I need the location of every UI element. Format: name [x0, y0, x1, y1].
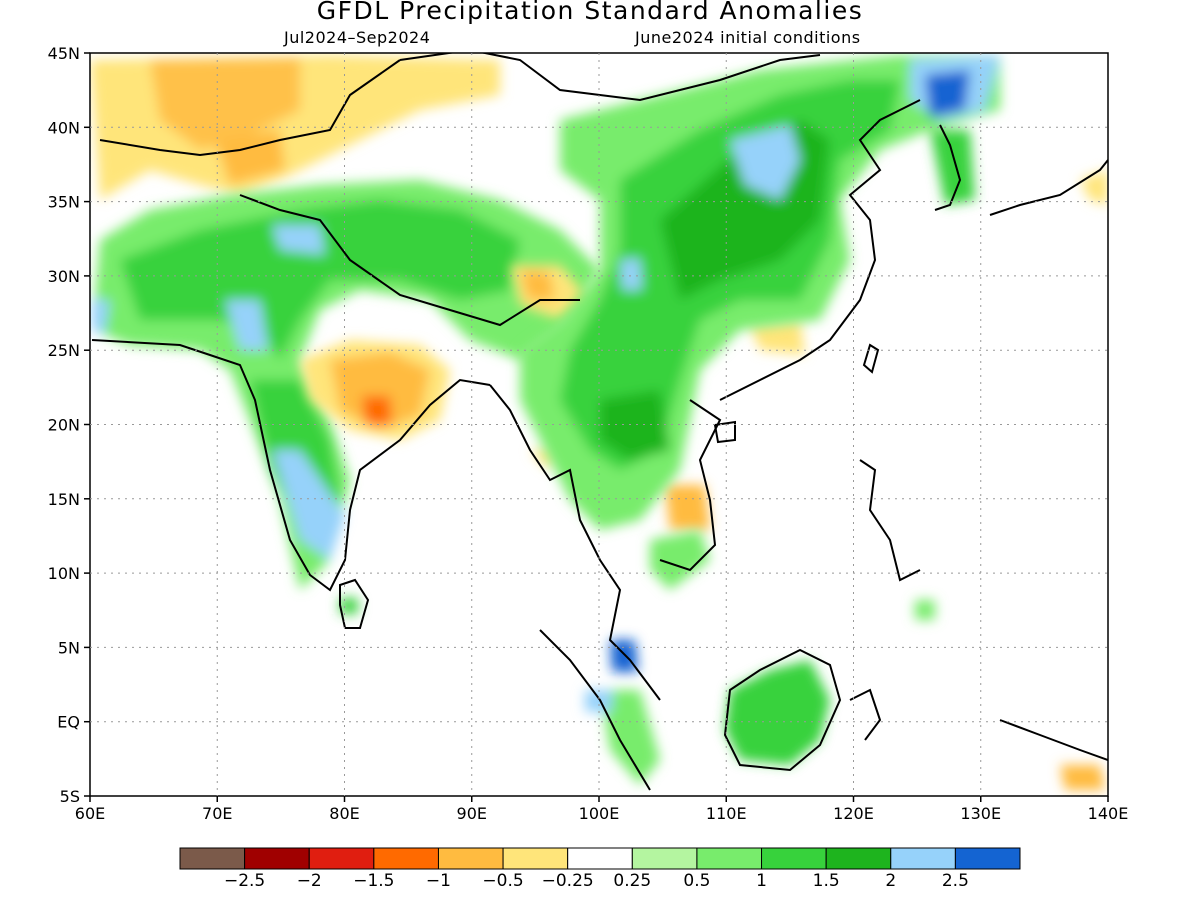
- colorbar-label: 2: [885, 871, 896, 891]
- taiwan: [862, 343, 880, 374]
- y-tick-label: EQ: [57, 713, 80, 732]
- y-tick-label: 5S: [60, 787, 80, 806]
- y-tick-label: 40N: [48, 118, 80, 137]
- colorbar-label: 1: [756, 871, 767, 891]
- colorbar-swatch: [437, 847, 504, 870]
- latitude-ticks: 45N 40N 35N 30N 25N 20N 15N 10N 5N EQ 5S: [48, 44, 90, 806]
- colorbar-swatch: [954, 847, 1021, 870]
- colorbar-swatch: [179, 847, 246, 870]
- x-tick-label: 100E: [579, 804, 620, 823]
- sulawesi: [849, 688, 882, 741]
- dry-anomaly-india: [300, 265, 805, 530]
- colorbar-label: −1.5: [353, 871, 394, 891]
- himalaya-borders: [239, 194, 580, 327]
- china-coast: [719, 99, 921, 401]
- x-tick-label: 110E: [706, 804, 747, 823]
- philippines: [859, 459, 921, 582]
- x-tick-label: 130E: [960, 804, 1001, 823]
- anomaly-fields: [90, 55, 1108, 790]
- longitude-ticks: 60E 70E 80E 90E 100E 110E 120E 130E 140E: [75, 796, 1129, 823]
- colorbar-swatch: [761, 847, 827, 870]
- map-title: GFDL Precipitation Standard Anomalies: [316, 0, 864, 25]
- y-tick-label: 10N: [48, 564, 80, 583]
- colorbar-swatch: [502, 847, 569, 870]
- central-asia-borders: [99, 59, 401, 157]
- y-tick-label: 20N: [48, 416, 80, 435]
- borneo: [723, 648, 842, 772]
- x-tick-label: 120E: [833, 804, 874, 823]
- china-mongolia-border: [399, 53, 821, 102]
- graticule: [90, 53, 1108, 796]
- colorbar-label: −2: [297, 871, 322, 891]
- colorbar-swatch: [373, 847, 439, 870]
- colorbar-swatch: [696, 847, 763, 870]
- forecast-period: Jul2024–Sep2024: [284, 28, 431, 47]
- y-tick-label: 25N: [48, 341, 80, 360]
- hainan: [713, 420, 736, 444]
- wet-anomaly-west: [92, 180, 600, 590]
- colorbar-swatch: [308, 847, 375, 870]
- y-tick-label: 5N: [58, 638, 80, 657]
- colorbar-swatch: [244, 847, 310, 870]
- colorbar-swatch: [631, 847, 698, 870]
- sri-lanka: [339, 578, 370, 629]
- x-tick-label: 140E: [1088, 804, 1129, 823]
- colorbar: −2.5 −2 −1.5 −1 −0.5 −0.25 0.25 0.5 1 1.5 2 2.5: [179, 847, 1021, 891]
- new-guinea: [999, 719, 1108, 761]
- x-tick-label: 80E: [329, 804, 359, 823]
- colorbar-label: −2.5: [224, 871, 265, 891]
- wet-anomaly-east: [520, 55, 1000, 530]
- japan: [989, 159, 1108, 216]
- y-tick-label: 30N: [48, 267, 80, 286]
- colorbar-label: 0.5: [683, 871, 710, 891]
- colorbar-label: 0.25: [613, 871, 651, 891]
- vietnam-coast: [659, 399, 722, 572]
- coastlines: [91, 53, 1108, 791]
- y-tick-label: 45N: [48, 44, 80, 63]
- colorbar-label: 2.5: [942, 871, 969, 891]
- wet-anomaly-maritime: [340, 530, 1105, 790]
- colorbar-swatch: [890, 847, 956, 870]
- colorbar-swatch: [567, 847, 633, 870]
- x-tick-label: 60E: [75, 804, 105, 823]
- initial-conditions: June2024 initial conditions: [635, 28, 861, 47]
- sumatra: [539, 629, 651, 791]
- colorbar-label: −0.25: [542, 871, 594, 891]
- colorbar-label: −1: [426, 871, 451, 891]
- colorbar-label: 1.5: [813, 871, 840, 891]
- x-tick-label: 90E: [457, 804, 487, 823]
- colorbar-label: −0.5: [482, 871, 523, 891]
- indochina-coast: [489, 384, 661, 701]
- colorbar-swatch: [825, 847, 892, 870]
- y-tick-label: 35N: [48, 193, 80, 212]
- korea: [934, 124, 962, 211]
- x-tick-label: 70E: [202, 804, 232, 823]
- y-tick-label: 15N: [48, 490, 80, 509]
- india-coastline: [91, 339, 491, 592]
